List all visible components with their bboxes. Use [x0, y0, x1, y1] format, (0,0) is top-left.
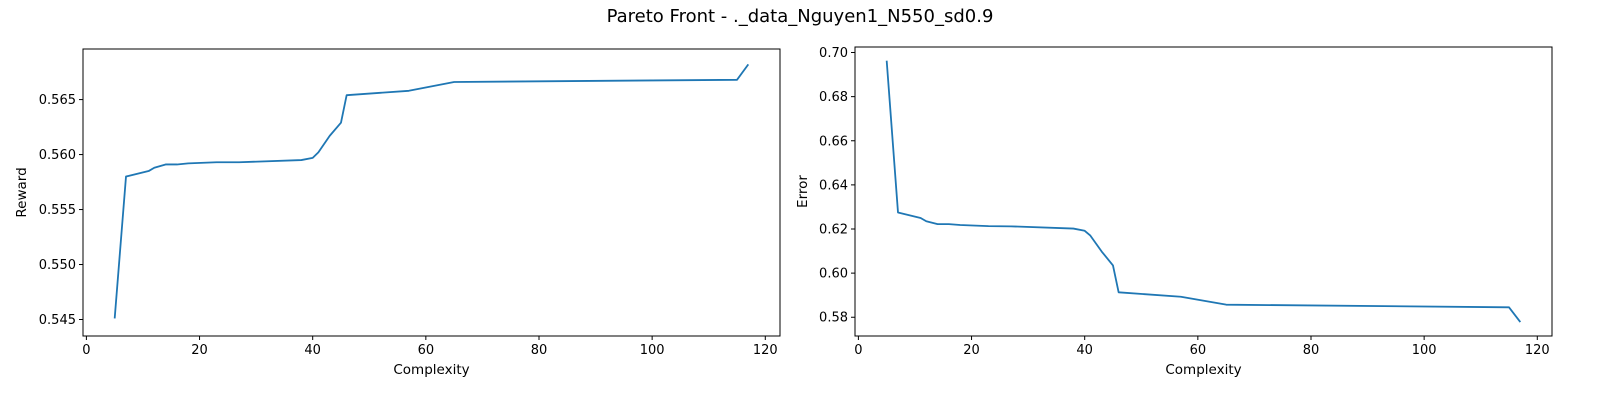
error-y-tick-label: 0.62 — [819, 223, 848, 238]
reward-y-tick-label: 0.545 — [39, 313, 76, 328]
reward-y-tick-label: 0.550 — [39, 258, 76, 273]
reward-axes-frame — [82, 48, 781, 337]
error-x-tick-label: 0 — [854, 343, 862, 358]
error-y-axis-label: Error — [795, 175, 811, 208]
reward-x-tick-label: 40 — [304, 343, 321, 358]
reward-x-tick-label: 20 — [191, 343, 208, 358]
error-y-tick-label: 0.66 — [819, 134, 848, 149]
reward-x-tick-label: 100 — [640, 343, 665, 358]
reward-x-tick-label: 0 — [82, 343, 90, 358]
reward-plot: 0 20 40 60 80 100 120 0.545 0.550 0.555 0.560 0.565… — [14, 48, 781, 378]
reward-series-line — [113, 63, 750, 319]
reward-x-tick-label: 80 — [531, 343, 548, 358]
error-x-tick-label: 60 — [1190, 343, 1207, 358]
reward-y-axis-label: Reward — [14, 167, 30, 217]
error-x-tick-label: 100 — [1412, 343, 1437, 358]
reward-x-tick-label: 60 — [418, 343, 435, 358]
reward-y-tick-label: 0.565 — [39, 93, 76, 108]
reward-y-tick-label: 0.560 — [39, 148, 76, 163]
error-plot: 0 20 40 60 80 100 120 0.58 0.60 0.62 0.64 0.66 0.68 0… — [795, 46, 1553, 378]
error-axes-frame — [854, 46, 1553, 337]
reward-x-tick-label: 120 — [753, 343, 778, 358]
error-x-tick-label: 20 — [963, 343, 980, 358]
error-series-line — [885, 60, 1522, 323]
reward-y-tick-label: 0.555 — [39, 203, 76, 218]
error-y-tick-label: 0.58 — [819, 311, 848, 326]
error-x-tick-label: 40 — [1076, 343, 1093, 358]
reward-x-axis-label: Complexity — [393, 362, 469, 378]
error-x-axis-label: Complexity — [1165, 362, 1241, 378]
error-x-tick-label: 80 — [1303, 343, 1320, 358]
error-y-tick-label: 0.60 — [819, 267, 848, 282]
error-y-tick-label: 0.68 — [819, 90, 848, 105]
error-x-tick-label: 120 — [1525, 343, 1550, 358]
error-y-tick-label: 0.70 — [819, 46, 848, 61]
figure-title: Pareto Front - ._data_Nguyen1_N550_sd0.9 — [607, 6, 994, 27]
error-y-tick-label: 0.64 — [819, 178, 848, 193]
